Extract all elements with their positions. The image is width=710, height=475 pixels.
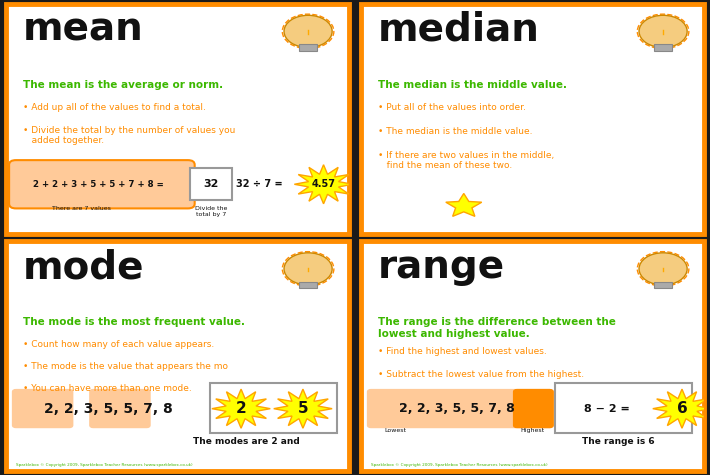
- Text: mean: mean: [23, 11, 143, 49]
- Text: There are 7 values: There are 7 values: [52, 206, 111, 211]
- FancyBboxPatch shape: [6, 241, 349, 471]
- Text: Highest: Highest: [520, 428, 545, 433]
- Text: • The mode is the value that appears the mo: • The mode is the value that appears the…: [23, 362, 228, 371]
- FancyBboxPatch shape: [6, 4, 349, 234]
- FancyBboxPatch shape: [655, 282, 672, 288]
- FancyBboxPatch shape: [300, 44, 317, 51]
- FancyBboxPatch shape: [513, 390, 553, 428]
- Circle shape: [639, 15, 687, 48]
- FancyBboxPatch shape: [555, 383, 692, 433]
- FancyBboxPatch shape: [361, 241, 704, 471]
- Polygon shape: [652, 389, 710, 428]
- Text: • Subtract the lowest value from the highest.: • Subtract the lowest value from the hig…: [378, 370, 584, 379]
- Circle shape: [639, 253, 687, 285]
- FancyBboxPatch shape: [368, 390, 553, 428]
- Text: median: median: [378, 11, 540, 49]
- Text: • Put all of the values into order.: • Put all of the values into order.: [378, 103, 525, 112]
- Text: The range is 6: The range is 6: [582, 437, 655, 446]
- FancyBboxPatch shape: [9, 160, 195, 209]
- Polygon shape: [274, 389, 332, 428]
- Text: • Find the highest and lowest values.: • Find the highest and lowest values.: [378, 347, 547, 356]
- FancyBboxPatch shape: [210, 383, 337, 433]
- Text: 2, 2, 3, 5, 5, 7, 8: 2, 2, 3, 5, 5, 7, 8: [45, 402, 173, 416]
- Circle shape: [284, 15, 332, 48]
- Text: The mean is the average or norm.: The mean is the average or norm.: [23, 80, 223, 90]
- Text: 2: 2: [236, 401, 246, 416]
- Text: Divide the
total by 7: Divide the total by 7: [195, 206, 227, 217]
- FancyBboxPatch shape: [13, 390, 72, 428]
- Text: mode: mode: [23, 248, 144, 286]
- Text: 2, 2, 3, 5, 5, 7, 8: 2, 2, 3, 5, 5, 7, 8: [399, 402, 515, 415]
- FancyBboxPatch shape: [655, 44, 672, 51]
- Circle shape: [284, 253, 332, 285]
- FancyBboxPatch shape: [90, 390, 150, 428]
- Text: The modes are 2 and: The modes are 2 and: [193, 437, 300, 446]
- Text: Lowest: Lowest: [384, 428, 406, 433]
- Text: 32 ÷ 7 =: 32 ÷ 7 =: [236, 179, 283, 189]
- Polygon shape: [212, 389, 271, 428]
- Text: range: range: [378, 248, 505, 286]
- Text: 5: 5: [297, 401, 308, 416]
- Polygon shape: [295, 165, 353, 204]
- Text: 32: 32: [203, 179, 219, 189]
- Text: The mode is the most frequent value.: The mode is the most frequent value.: [23, 317, 245, 327]
- FancyBboxPatch shape: [190, 168, 232, 200]
- Text: • You can have more than one mode.: • You can have more than one mode.: [23, 384, 192, 393]
- Text: • Count how many of each value appears.: • Count how many of each value appears.: [23, 340, 214, 349]
- Text: Sparklebox © Copyright 2009, Sparklebox Teacher Resources (www.sparklebox.co.uk): Sparklebox © Copyright 2009, Sparklebox …: [371, 463, 547, 466]
- Text: The median is the middle value.: The median is the middle value.: [378, 80, 567, 90]
- Text: 2 + 2 + 3 + 5 + 5 + 7 + 8 =: 2 + 2 + 3 + 5 + 5 + 7 + 8 =: [33, 180, 164, 189]
- Text: The range is the difference between the
lowest and highest value.: The range is the difference between the …: [378, 317, 616, 339]
- Text: 8 − 2 =: 8 − 2 =: [584, 404, 630, 414]
- Text: Sparklebox © Copyright 2009, Sparklebox Teacher Resources (www.sparklebox.co.uk): Sparklebox © Copyright 2009, Sparklebox …: [16, 463, 192, 466]
- Text: 4.57: 4.57: [312, 179, 336, 189]
- Text: • Add up all of the values to find a total.: • Add up all of the values to find a tot…: [23, 103, 206, 112]
- FancyBboxPatch shape: [361, 4, 704, 234]
- Text: • If there are two values in the middle,
   find the mean of these two.: • If there are two values in the middle,…: [378, 151, 554, 171]
- Text: • Divide the total by the number of values you
   added together.: • Divide the total by the number of valu…: [23, 126, 235, 145]
- FancyBboxPatch shape: [300, 282, 317, 288]
- Text: • The median is the middle value.: • The median is the middle value.: [378, 127, 532, 136]
- Text: 6: 6: [677, 401, 687, 416]
- Polygon shape: [446, 193, 482, 216]
